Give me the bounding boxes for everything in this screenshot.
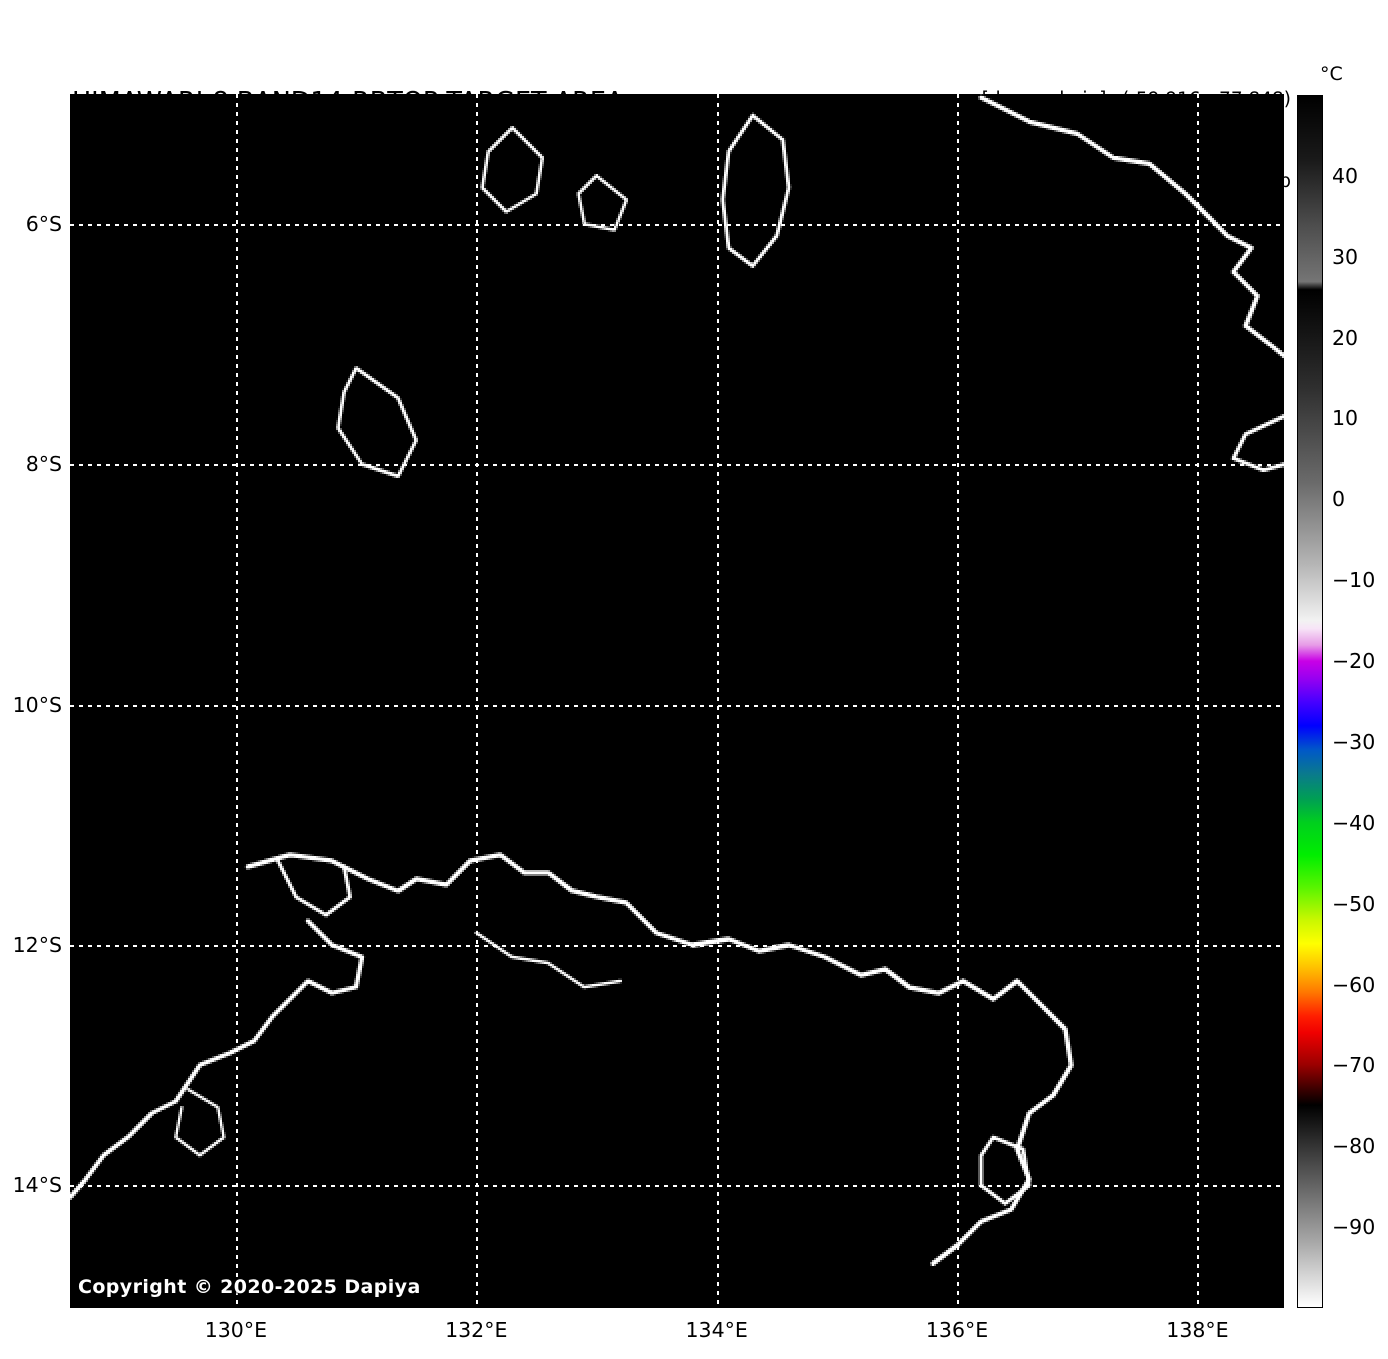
colorbar-tick-label: −40: [1332, 810, 1376, 835]
lat-tick-label: 8°S: [25, 452, 62, 477]
lon-tick-label: 136°E: [925, 1318, 989, 1342]
satellite-raster: [70, 94, 1284, 1308]
lon-tick-label: 132°E: [445, 1318, 508, 1342]
lon-tick-label: 138°E: [1166, 1318, 1229, 1342]
colorbar-tick-label: −60: [1332, 972, 1376, 997]
lat-tick-label: 10°S: [12, 692, 62, 717]
colorbar-unit-label: °C: [1320, 63, 1343, 85]
lat-tick-label: 14°S: [12, 1173, 62, 1198]
colorbar-tick-label: −50: [1332, 891, 1376, 916]
colorbar-tick-label: 40: [1332, 163, 1359, 188]
colorbar-tick-label: −80: [1332, 1134, 1376, 1159]
colorbar-tick-label: 20: [1332, 325, 1359, 350]
satellite-image-plot: Copyright © 2020-2025 Dapiya: [70, 94, 1284, 1308]
copyright-notice: Copyright © 2020-2025 Dapiya: [78, 1276, 421, 1298]
brightness-temperature-heatmap: [70, 94, 1284, 1308]
colorbar-tick-label: −20: [1332, 649, 1376, 674]
colorbar-tick-label: 30: [1332, 244, 1359, 269]
colorbar-tick-label: 0: [1332, 487, 1346, 512]
colorbar-gradient: [1297, 95, 1323, 1308]
colorbar: [1297, 95, 1323, 1308]
colorbar-tick-label: −70: [1332, 1053, 1376, 1078]
colorbar-tick-label: −90: [1332, 1215, 1376, 1240]
lon-tick-label: 130°E: [204, 1318, 268, 1342]
colorbar-tick-label: −30: [1332, 729, 1376, 754]
lat-tick-label: 6°S: [25, 211, 62, 236]
lat-tick-label: 12°S: [12, 933, 62, 957]
colorbar-tick-label: 10: [1332, 406, 1359, 431]
colorbar-tick-label: −10: [1332, 568, 1376, 593]
lon-tick-label: 134°E: [685, 1318, 748, 1342]
